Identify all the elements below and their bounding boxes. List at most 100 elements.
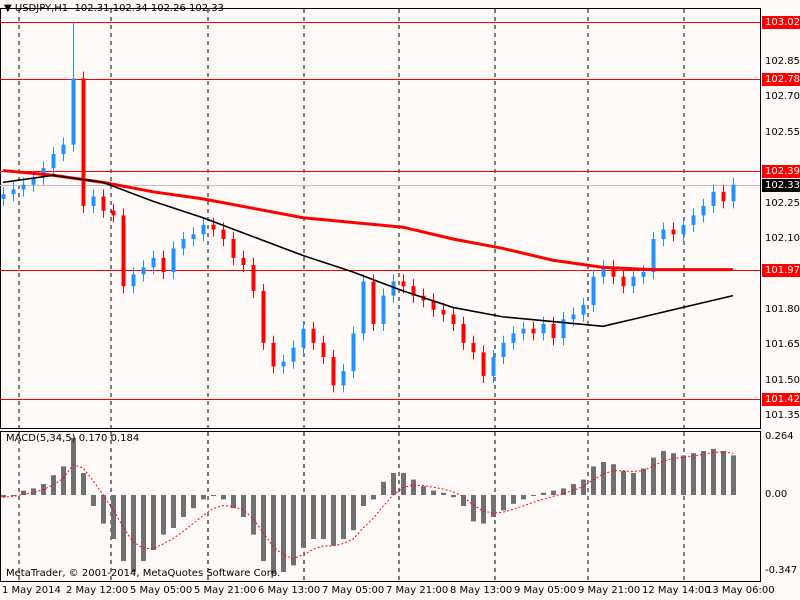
macd-histogram-bar (641, 468, 646, 495)
macd-histogram-bar (661, 451, 666, 495)
macd-histogram-bar (191, 495, 196, 509)
macd-signal-line (2, 451, 734, 559)
macd-histogram-bar (621, 470, 626, 495)
macd-histogram-bar (141, 495, 146, 561)
macd-histogram-bar (421, 486, 426, 495)
bull-candle (381, 295, 386, 324)
bear-candle (371, 281, 376, 324)
macd-histogram-bar (371, 495, 376, 500)
bull-candle (1, 194, 6, 199)
macd-histogram-bar (461, 495, 466, 506)
macd-histogram-bar (111, 495, 116, 539)
ohlc-values: 102.31 102.34 102.26 102.33 (74, 3, 225, 14)
macd-histogram-bar (451, 495, 456, 498)
macd-panel-frame (0, 431, 761, 582)
macd-histogram-bar (481, 495, 486, 524)
bear-candle (161, 257, 166, 273)
macd-histogram-bar (701, 451, 706, 495)
time-axis-label: 7 May 05:00 (322, 585, 385, 596)
bull-candle (141, 267, 146, 275)
macd-histogram-bar (561, 488, 566, 495)
bear-candle (401, 281, 406, 287)
bull-candle (21, 184, 26, 190)
macd-histogram-bar (251, 495, 256, 535)
bull-candle (691, 215, 696, 225)
bull-candle (291, 347, 296, 362)
macd-histogram-bar (291, 495, 296, 566)
price-axis-label: 102.25 (765, 197, 800, 209)
macd-histogram-bar (531, 495, 536, 496)
price-axis-label: 102.10 (765, 233, 800, 244)
bull-candle (581, 305, 586, 315)
macd-histogram-bar (521, 495, 526, 500)
macd-histogram-bar (571, 484, 576, 495)
macd-histogram-bar (381, 481, 386, 495)
macd-histogram-bar (431, 490, 436, 495)
time-axis-label: 9 May 05:00 (514, 585, 577, 596)
bear-candle (441, 309, 446, 315)
bear-candle (121, 215, 126, 287)
level-price-label: 102.78 (762, 72, 800, 86)
bull-candle (681, 224, 686, 235)
price-axis-label: 102.55 (765, 126, 800, 138)
bear-candle (331, 357, 336, 386)
level-price-label: 102.39 (762, 164, 800, 178)
bear-candle (81, 78, 86, 206)
bull-candle (191, 234, 196, 239)
bull-candle (181, 239, 186, 249)
bull-candle (591, 276, 596, 306)
main-panel-frame (0, 8, 761, 429)
time-axis-label: 2 May 12:00 (66, 585, 129, 596)
macd-histogram-bar (181, 495, 186, 517)
macd-histogram-bar (71, 437, 76, 495)
bear-candle (261, 290, 266, 343)
macd-histogram-bar (491, 495, 496, 517)
bear-candle (611, 267, 616, 277)
macd-histogram-bar (501, 495, 506, 511)
macd-histogram-bar (221, 495, 226, 500)
macd-histogram-bar (731, 455, 736, 495)
bear-candle (531, 328, 536, 334)
macd-histogram-bar (681, 455, 686, 495)
current-price-label: 102.33 (762, 178, 800, 192)
macd-histogram-bar (81, 473, 86, 495)
moving-average-fast (2, 174, 734, 328)
bear-candle (471, 342, 476, 353)
bear-candle (621, 276, 626, 287)
macd-histogram-bar (401, 473, 406, 495)
macd-axis-label: 0.264 (765, 430, 794, 442)
macd-histogram-bar (91, 495, 96, 506)
macd-histogram-bar (201, 495, 206, 500)
bear-candle (481, 352, 486, 376)
bull-candle (501, 342, 506, 357)
macd-histogram-bar (261, 495, 266, 561)
bull-candle (301, 328, 306, 348)
macd-histogram-bar (411, 479, 416, 495)
bear-candle (451, 314, 456, 324)
bull-candle (601, 267, 606, 277)
bear-candle (271, 342, 276, 367)
bear-candle (411, 286, 416, 296)
time-axis-label: 8 May 13:00 (450, 585, 513, 596)
bull-candle (201, 224, 206, 235)
macd-histogram-bar (131, 495, 136, 572)
bull-candle (631, 276, 636, 287)
macd-histogram-bar (11, 495, 16, 496)
bull-candle (151, 257, 156, 268)
chart-header: ▼ USDJPY,H1 102.31 102.34 102.26 102.33 (4, 3, 224, 14)
price-axis-label: 101.80 (765, 303, 800, 315)
price-axis-label: 101.50 (765, 374, 800, 386)
time-axis-label: 6 May 13:00 (258, 585, 321, 596)
bull-candle (31, 177, 36, 185)
macd-histogram-bar (611, 464, 616, 495)
macd-histogram-bar (671, 453, 676, 495)
macd-histogram-bar (231, 495, 236, 509)
triangle-down-icon[interactable]: ▼ (4, 3, 15, 14)
macd-histogram-bar (471, 495, 476, 522)
price-axis-label: 101.35 (765, 410, 800, 421)
macd-histogram-bar (101, 495, 106, 524)
macd-histogram-bar (601, 462, 606, 495)
level-price-label: 103.02 (762, 15, 800, 29)
macd-histogram-bar (61, 466, 66, 495)
